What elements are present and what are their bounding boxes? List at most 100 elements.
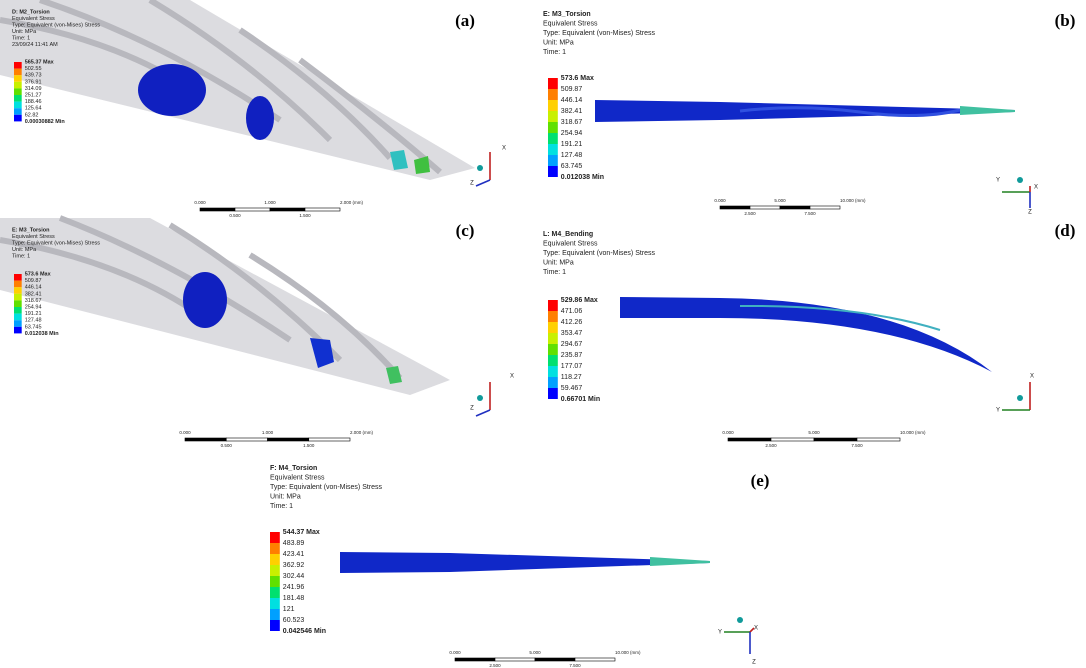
legend-value: 362.92 (283, 562, 305, 569)
legend-value: 439.73 (25, 73, 42, 79)
legend-value: 125.64 (25, 106, 42, 112)
legend-value: 63.745 (561, 163, 583, 170)
triad-label: Y (996, 178, 1000, 184)
scale-label: 0.000 (449, 650, 461, 655)
scale-label: 0.000 (194, 200, 206, 205)
legend-band (548, 377, 558, 388)
result-header: Unit: MPa (543, 39, 574, 46)
scale-bar-segment (270, 208, 305, 211)
panel-label: (a) (455, 11, 475, 30)
legend-band (14, 75, 22, 82)
legend-band (548, 111, 558, 122)
legend-value: 318.67 (25, 298, 42, 304)
legend-band (270, 587, 280, 598)
legend-value: 62.82 (25, 112, 39, 118)
result-header: Time: 1 (543, 49, 566, 56)
legend-value: 446.14 (25, 285, 42, 291)
legend-band (270, 565, 280, 576)
legend-band (14, 95, 22, 102)
triad-label: Z (470, 181, 474, 187)
scale-label: 0.000 (722, 430, 734, 435)
triad-label: X (1030, 374, 1034, 380)
scale-bar-segment (810, 206, 840, 209)
result-header: L: M4_Bending (543, 231, 593, 238)
triad-label: X (754, 626, 758, 632)
legend-value: 241.96 (283, 584, 305, 591)
triad-label: Z (752, 660, 756, 666)
legend-value: 353.47 (561, 330, 583, 337)
legend-band (548, 344, 558, 355)
scale-label: 1.000 (264, 200, 276, 205)
scale-label: 2.500 (765, 443, 777, 448)
legend-band (548, 155, 558, 166)
scale-bar-segment (495, 658, 535, 661)
triad-ball (1017, 177, 1023, 183)
scale-label: 2.500 (744, 211, 756, 216)
legend-value: 235.87 (561, 352, 583, 359)
scale-bar-segment (455, 658, 495, 661)
legend-value: 251.27 (25, 92, 42, 98)
scale-bar-segment (771, 438, 814, 441)
panel-label: (d) (1055, 221, 1076, 240)
legend-value: 191.21 (561, 141, 583, 148)
triad-label: Z (470, 406, 474, 412)
scale-bar-segment (535, 658, 575, 661)
scale-label: 7.500 (851, 443, 863, 448)
figure: (a)D: M2_TorsionEquivalent StressType: E… (0, 0, 1086, 668)
legend-band (14, 108, 22, 115)
legend-band (548, 144, 558, 155)
result-header: 23/09/24 11:41 AM (12, 42, 58, 48)
result-header: Type: Equivalent (von-Mises) Stress (12, 240, 100, 246)
legend-value: 318.67 (561, 119, 583, 126)
scale-bar-segment (814, 438, 857, 441)
legend-band (270, 598, 280, 609)
scale-bar-segment (305, 208, 340, 211)
legend-value: 254.94 (25, 304, 42, 310)
legend-value: 60.523 (283, 617, 305, 624)
legend-value: 423.41 (283, 551, 305, 558)
scale-label: 5.000 (774, 198, 786, 203)
legend-value: 573.6 Max (25, 271, 52, 277)
legend-value: 191.21 (25, 311, 42, 317)
legend-band (270, 609, 280, 620)
body: (a)D: M2_TorsionEquivalent StressType: E… (0, 0, 1086, 668)
result-header: Equivalent Stress (270, 474, 325, 481)
legend-band (548, 322, 558, 333)
scale-label: 5.000 (808, 430, 820, 435)
result-header: Unit: MPa (12, 247, 37, 253)
legend-band (548, 100, 558, 111)
legend-value: 483.89 (283, 540, 305, 547)
result-header: Unit: MPa (270, 493, 301, 500)
scale-bar-segment (309, 438, 350, 441)
result-header: Type: Equivalent (von-Mises) Stress (543, 250, 656, 257)
legend-value: 509.87 (561, 86, 583, 93)
legend-band (14, 294, 22, 301)
legend-value: 294.67 (561, 341, 583, 348)
legend-value: 446.14 (561, 97, 583, 104)
triad-ball (477, 395, 483, 401)
triad-label: Y (996, 408, 1000, 414)
legend-band (14, 88, 22, 95)
triad-ball (737, 617, 743, 623)
legend-band (14, 314, 22, 321)
legend-value: 314.09 (25, 86, 42, 92)
legend-value: 0.66701 Min (561, 396, 600, 403)
scale-label: 2.000 (mm) (350, 430, 374, 435)
legend-band (14, 69, 22, 76)
triad-label: X (502, 146, 506, 152)
legend-band (14, 327, 22, 334)
panel-label: (e) (751, 471, 770, 490)
scale-label: 5.000 (529, 650, 541, 655)
result-header: E: M3_Torsion (12, 227, 50, 233)
result-header: E: M3_Torsion (543, 11, 591, 18)
scale-label: 7.500 (569, 663, 581, 668)
legend-value: 254.94 (561, 130, 583, 137)
legend-value: 0.012038 Min (561, 174, 604, 181)
legend-value: 544.37 Max (283, 529, 320, 536)
scale-label: 2.500 (489, 663, 501, 668)
result-header: Type: Equivalent (von-Mises) Stress (270, 484, 383, 491)
legend-band (14, 300, 22, 307)
triad-axis (476, 180, 490, 186)
legend-value: 188.46 (25, 99, 42, 105)
result-header: Type: Equivalent (von-Mises) Stress (543, 30, 656, 37)
